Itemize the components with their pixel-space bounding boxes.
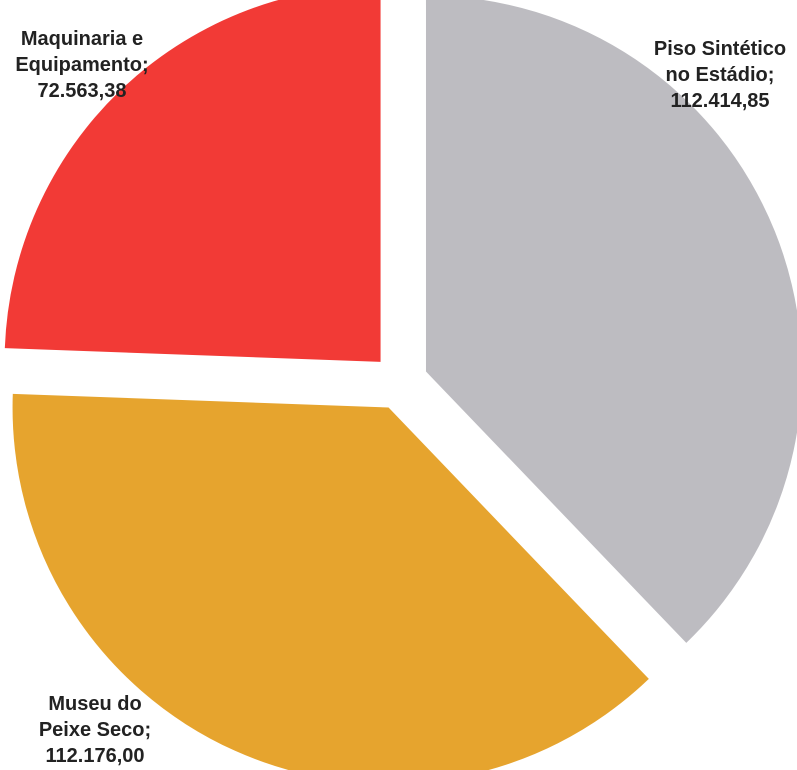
- data-label-line: 112.176,00: [46, 745, 145, 767]
- data-label-line: Maquinaria e: [21, 28, 143, 50]
- data-label-line: 72.563,38: [38, 80, 127, 102]
- data-label-line: Peixe Seco;: [39, 719, 151, 741]
- data-label-line: 112.414,85: [671, 90, 770, 112]
- pie-data-labels: Piso Sintético no Estádio; 112.414,85 Museu…: [15, 28, 786, 767]
- data-label-line: Equipamento;: [15, 54, 148, 76]
- data-label-line: no Estádio;: [666, 64, 775, 86]
- data-label-museu-do-peixe-seco: Museu do Peixe Seco; 112.176,00: [39, 693, 151, 767]
- pie-slice-museu-do-peixe-seco: [12, 393, 649, 770]
- data-label-line: Museu do: [48, 693, 141, 715]
- data-label-piso-sintetico: Piso Sintético no Estádio; 112.414,85: [654, 38, 786, 112]
- pie-slice-piso-sintetico: [425, 0, 797, 643]
- pie-slice-maquinaria-equipamento: [4, 0, 381, 362]
- data-label-maquinaria-equipamento: Maquinaria e Equipamento; 72.563,38: [15, 28, 148, 102]
- data-label-line: Piso Sintético: [654, 38, 786, 60]
- pie-slices: [4, 0, 797, 770]
